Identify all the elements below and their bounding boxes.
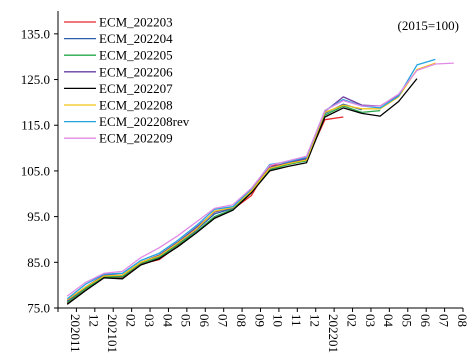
x-tick-label: 03 (142, 314, 157, 327)
series-line-ecm-202209 (66, 62, 454, 297)
x-tick-label: 11 (289, 314, 304, 327)
x-axis: 202011 12 202101 02 03 04 05 06 07 08 09 10 11 12 2022… (57, 308, 467, 353)
x-tick-label: 12 (308, 314, 323, 327)
y-axis: 75.0 85.0 95.0 105.0 115.0 125.0 135.0 (21, 26, 58, 316)
x-tick-label: 202101 (105, 314, 120, 353)
y-tick-label: 115.0 (21, 118, 50, 133)
x-tick-label: 04 (160, 314, 175, 328)
x-tick-label: 202011 (68, 314, 83, 353)
x-tick-label: 05 (179, 314, 194, 327)
legend-label: ECM_202205 (99, 48, 173, 63)
series-line-ecm-202208 (66, 62, 436, 301)
legend-label: ECM_202209 (99, 131, 173, 146)
x-tick-label: 02 (123, 314, 138, 327)
y-tick-label: 95.0 (27, 209, 50, 224)
x-tick-label: 03 (363, 314, 378, 327)
legend-label: ECM_202207 (99, 81, 173, 96)
y-tick-label: 75.0 (27, 301, 50, 316)
legend-label: ECM_202206 (99, 64, 173, 79)
legend-label: ECM_202203 (99, 15, 173, 30)
y-tick-label: 105.0 (21, 163, 50, 178)
x-tick-label: 02 (344, 314, 359, 327)
series-lines (66, 58, 454, 305)
legend-label: ECM_202204 (99, 31, 173, 46)
series-line-ecm-202208rev (66, 58, 436, 300)
base-year-note: (2015=100) (398, 18, 460, 33)
x-tick-label: 10 (271, 314, 286, 327)
x-tick-label: 08 (234, 314, 249, 327)
x-tick-label: 07 (215, 314, 230, 328)
y-tick-label: 125.0 (21, 72, 50, 87)
legend-label: ECM_202208 (99, 98, 173, 113)
x-tick-label: 06 (197, 314, 212, 328)
y-tick-label: 135.0 (21, 26, 50, 41)
x-tick-label: 08 (455, 314, 467, 327)
x-tick-label: 09 (252, 314, 267, 327)
y-tick-label: 85.0 (27, 255, 50, 270)
x-tick-label: 07 (436, 314, 451, 328)
x-tick-label: 202201 (326, 314, 341, 353)
x-tick-label: 04 (381, 314, 396, 328)
x-tick-label: 06 (418, 314, 433, 328)
series-line-ecm-202207 (66, 78, 418, 305)
x-tick-label: 12 (87, 314, 102, 327)
x-tick-label: 05 (400, 314, 415, 327)
series-line-ecm-202205 (66, 105, 381, 304)
legend-label: ECM_202208rev (99, 114, 190, 129)
